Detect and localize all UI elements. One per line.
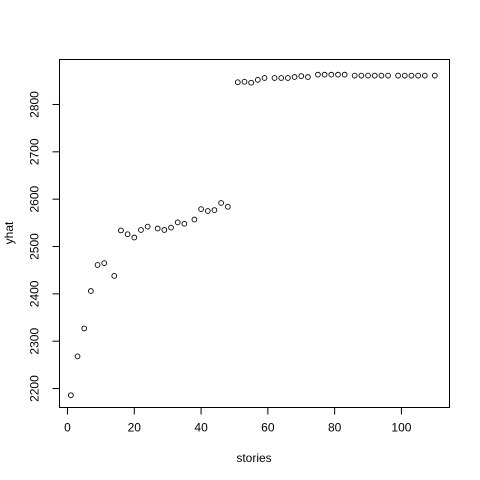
data-point (211, 207, 218, 213)
data-point (168, 224, 174, 231)
data-point (124, 231, 131, 238)
x-tick-label: 80 (328, 421, 342, 435)
data-point (358, 72, 365, 79)
data-point (408, 72, 415, 79)
x-axis: 0 20 40 60 80 100 (64, 407, 412, 435)
data-point (271, 75, 278, 81)
data-point (341, 71, 348, 78)
data-point (261, 75, 268, 81)
data-point (285, 75, 291, 81)
data-point (328, 71, 335, 78)
data-point (181, 220, 188, 227)
data-point (74, 353, 81, 360)
x-tick-label: 40 (194, 421, 208, 435)
data-point (254, 77, 261, 83)
x-axis-label: stories (236, 451, 271, 465)
data-point (241, 78, 248, 85)
data-point (298, 73, 305, 79)
y-tick-label: 2300 (28, 328, 42, 355)
data-point (385, 72, 391, 79)
data-point (421, 72, 428, 79)
x-tick-label: 0 (64, 421, 71, 435)
x-tick-label: 20 (128, 421, 142, 435)
y-tick-label: 2400 (28, 280, 42, 307)
data-point (351, 72, 358, 79)
data-point (335, 71, 341, 78)
data-point (101, 260, 108, 266)
data-point (198, 206, 204, 212)
x-tick-label: 60 (261, 421, 275, 435)
y-tick-label: 2500 (28, 233, 42, 260)
data-point (291, 74, 298, 80)
data-point (218, 200, 224, 206)
data-point (161, 227, 168, 233)
data-point (378, 72, 385, 79)
data-point (144, 223, 151, 230)
y-axis: 2200 2300 2400 2500 2600 2700 2800 (28, 91, 60, 402)
data-point (131, 234, 138, 241)
data-point (68, 392, 74, 399)
plot-frame (59, 59, 450, 408)
data-point (204, 208, 211, 214)
data-point (111, 273, 118, 279)
x-tick-label: 100 (391, 421, 411, 435)
y-tick-label: 2200 (28, 375, 42, 402)
data-point (174, 219, 181, 226)
y-axis-label: yhat (2, 221, 16, 244)
data-point (365, 72, 371, 79)
data-point (431, 72, 438, 79)
data-point (191, 216, 198, 223)
data-point (94, 262, 101, 268)
data-point (321, 71, 328, 78)
data-points (68, 71, 438, 399)
y-tick-label: 2600 (28, 186, 42, 213)
data-point (415, 72, 421, 79)
y-tick-label: 2800 (28, 91, 42, 118)
data-point (224, 203, 231, 210)
data-point (315, 71, 321, 78)
data-point (81, 325, 88, 332)
data-point (401, 72, 408, 79)
data-point (118, 227, 124, 234)
data-point (248, 79, 255, 86)
data-point (154, 225, 161, 232)
data-point (88, 288, 94, 294)
data-point (278, 75, 285, 81)
data-point (371, 72, 378, 79)
y-tick-label: 2700 (28, 138, 42, 165)
data-point (395, 72, 401, 79)
data-point (138, 227, 144, 233)
data-point (305, 74, 311, 80)
data-point (234, 79, 241, 86)
